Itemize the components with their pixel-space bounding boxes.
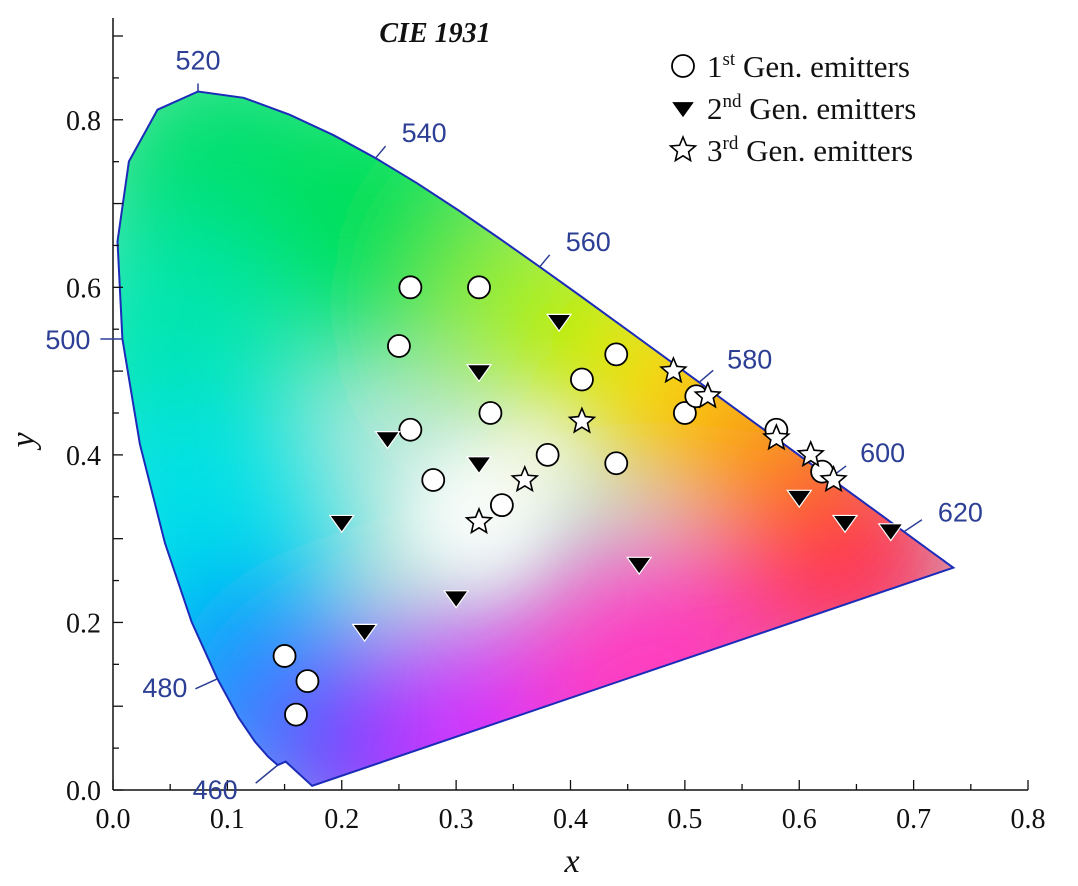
star-marker (659, 356, 688, 384)
wavelength-labels: 460 480 500 520 540 560 580 600 620 (45, 45, 983, 805)
wavelength-label-480: 480 (142, 673, 187, 703)
circle-marker (387, 334, 411, 358)
data-markers (272, 275, 904, 727)
legend-label: 3rd Gen. emitters (707, 133, 913, 168)
triangle-marker (786, 489, 813, 509)
circle-marker (295, 669, 320, 693)
wavelength-label-460: 460 (193, 775, 238, 805)
circle-marker (467, 275, 491, 300)
y-tick-label: 0.8 (66, 106, 101, 137)
triangle-marker (465, 456, 493, 475)
wavelength-leader (195, 678, 218, 690)
wavelength-leader (698, 369, 714, 383)
triangle-marker (465, 364, 493, 383)
legend-label: 2nd Gen. emitters (707, 91, 916, 126)
star-marker (819, 464, 848, 493)
star-marker (693, 381, 723, 409)
wavelength-label-580: 580 (727, 344, 772, 374)
circle-marker (604, 451, 629, 476)
x-tick-label: 0.1 (210, 804, 245, 835)
wavelength-label-560: 560 (566, 227, 611, 257)
star-marker (510, 464, 540, 493)
triangle-marker (669, 100, 697, 120)
circle-marker (478, 401, 503, 425)
circle-marker (421, 468, 446, 492)
chart-title: CIE 1931 (379, 18, 490, 49)
series-2-markers (328, 313, 904, 643)
triangle-marker (374, 431, 401, 450)
wavelength-leader (903, 519, 923, 533)
wavelength-leader (375, 145, 387, 159)
series-3-markers (464, 356, 848, 535)
legend-item-2: 2nd Gen. emitters (669, 91, 916, 126)
triangle-marker (877, 523, 904, 542)
star-marker (464, 506, 494, 535)
spectral-locus-outline (116, 90, 956, 787)
wavelength-label-520: 520 (175, 45, 220, 75)
circle-marker (398, 417, 423, 442)
y-tick-label: 0.4 (66, 441, 101, 472)
star-marker (796, 439, 826, 468)
circle-marker (272, 644, 297, 668)
triangle-marker (442, 590, 470, 609)
wavelength-label-600: 600 (860, 438, 905, 468)
circle-marker (284, 702, 308, 727)
y-tick-label: 0.0 (66, 776, 101, 807)
x-tick-label: 0.7 (896, 804, 931, 835)
x-tick-label: 0.2 (324, 804, 359, 835)
star-marker (762, 423, 791, 451)
circle-marker (570, 367, 594, 392)
x-tick-label: 0.0 (96, 804, 131, 835)
legend-item-1: 1st Gen. emitters (671, 49, 910, 84)
x-tick-label: 0.3 (439, 804, 474, 835)
legend-item-3: 3rd Gen. emitters (668, 133, 913, 168)
circle-marker (671, 54, 695, 78)
star-marker (668, 134, 698, 163)
circle-marker (672, 401, 697, 425)
circle-marker (489, 493, 514, 518)
circle-marker (604, 342, 629, 367)
wavelength-label-540: 540 (402, 118, 447, 148)
circle-marker (535, 442, 560, 467)
y-axis-title: y (5, 432, 42, 451)
wavelength-label-620: 620 (938, 498, 983, 528)
triangle-marker (351, 623, 378, 643)
series-1-markers (272, 275, 835, 727)
y-tick-label: 0.2 (66, 608, 101, 639)
circle-marker (398, 275, 423, 300)
x-axis-title: x (563, 843, 579, 880)
x-tick-label: 0.6 (782, 804, 817, 835)
wavelength-label-500: 500 (45, 325, 90, 355)
triangle-marker (831, 514, 859, 534)
x-tick-label: 0.8 (1011, 804, 1046, 835)
star-marker (567, 406, 597, 434)
legend-label: 1st Gen. emitters (707, 49, 910, 84)
triangle-marker (328, 514, 355, 534)
legend: 1st Gen. emitters 2nd Gen. emitters 3rd Ge… (668, 49, 916, 168)
x-tick-label: 0.5 (667, 804, 702, 835)
y-tick-label: 0.6 (66, 273, 101, 304)
axes: 0.0 0.1 0.2 0.3 0.4 0.5 0.6 0.7 0.8 0.0 0.2 0.4 0.6 0… (66, 18, 1046, 835)
wavelength-leader (255, 764, 279, 784)
triangle-marker (545, 313, 573, 333)
x-tick-label: 0.4 (553, 804, 588, 835)
wavelength-leader (539, 254, 551, 268)
triangle-marker (625, 556, 653, 576)
